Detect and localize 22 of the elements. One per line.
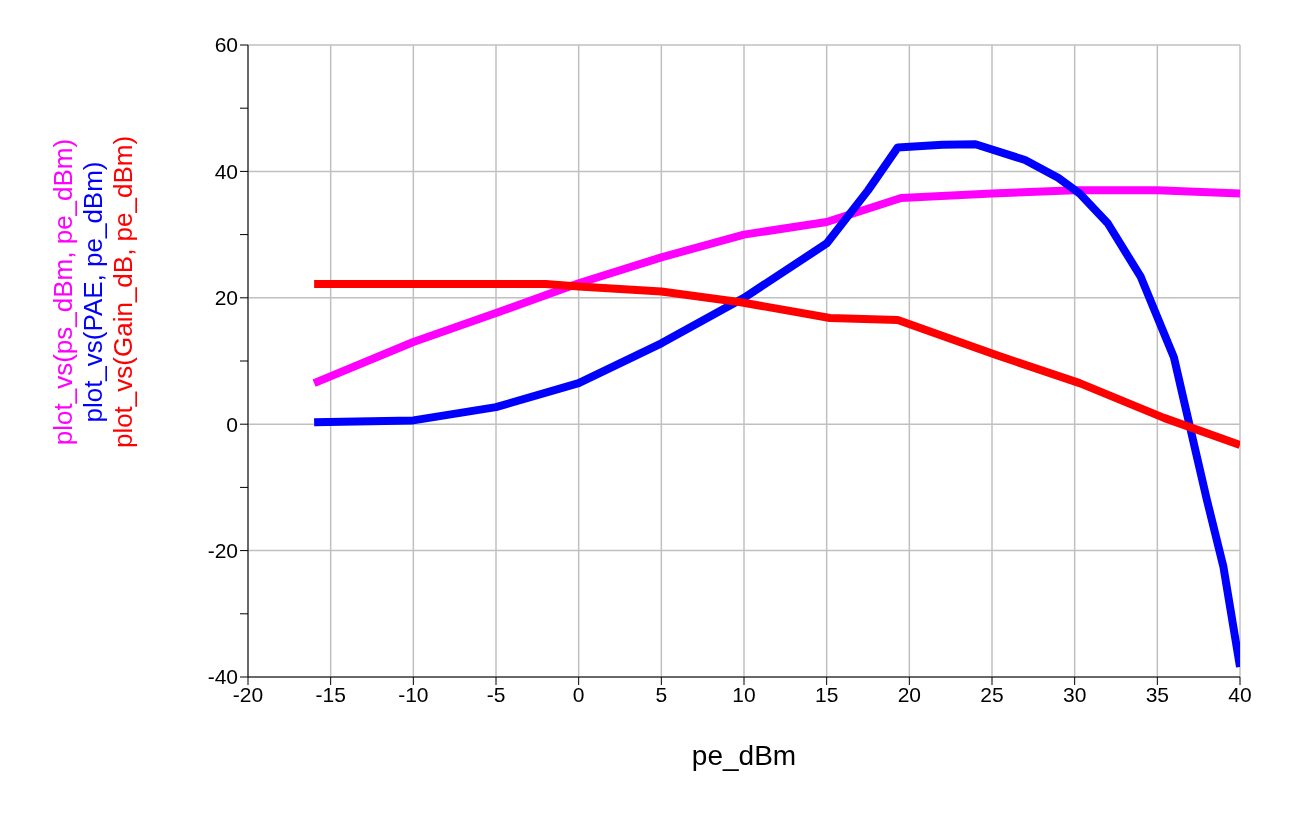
x-tick-label: -15 [315, 682, 346, 706]
x-tick-label: 20 [897, 682, 922, 706]
y-tick-label: 40 [214, 159, 238, 183]
y-tick-label: 60 [214, 33, 238, 57]
text: plot_vs(ps_dBm, pe_dBm) [48, 138, 78, 446]
y-tick-label: -20 [207, 539, 238, 563]
text: plot_vs(PAE, pe_dBm) [78, 161, 108, 423]
y-tick-label: 0 [226, 412, 238, 436]
text: plot_vs(Gain_dB, pe_dBm) [108, 135, 138, 449]
x-tick-label: -10 [398, 682, 429, 706]
x-tick-label: 10 [732, 682, 756, 706]
x-tick-label: 15 [814, 682, 839, 706]
x-tick-label: 40 [1228, 682, 1252, 706]
x-tick-label: -5 [486, 682, 506, 706]
x-tick-label: 5 [655, 682, 668, 706]
x-tick-label: 30 [1062, 682, 1087, 706]
y-tick-label: 20 [214, 286, 238, 310]
x-tick-label: 35 [1145, 682, 1170, 706]
x-axis-title: pe_dBm [691, 740, 797, 771]
y-tick-label: -40 [207, 665, 238, 689]
x-tick-label: 25 [980, 682, 1004, 706]
x-tick-label: 0 [572, 682, 585, 706]
